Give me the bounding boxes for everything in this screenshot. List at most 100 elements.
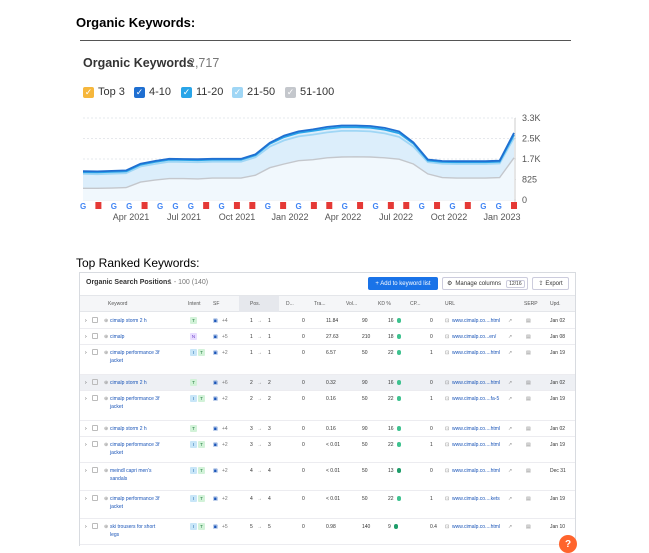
legend-item[interactable]: ✓ Top 3: [83, 86, 125, 98]
url-link[interactable]: www.cimalp.co....fa-5: [452, 396, 500, 402]
row-checkbox[interactable]: [92, 495, 98, 501]
serp-feature-count[interactable]: +5: [222, 334, 228, 340]
serp-feature-count[interactable]: +2: [222, 468, 228, 474]
expand-chevron-icon[interactable]: ›: [85, 380, 87, 386]
row-checkbox[interactable]: [92, 317, 98, 323]
external-link-icon[interactable]: ↗: [508, 496, 513, 502]
external-link-icon[interactable]: ↗: [508, 468, 513, 474]
export-button[interactable]: ⇪ Export: [532, 277, 569, 290]
serp-snapshot-icon[interactable]: ▤: [526, 468, 531, 474]
table-row[interactable]: › ⊕ cimalp performance 3f jacket I T ▣ +2 1 → 1 0 6.…: [80, 345, 575, 375]
row-checkbox[interactable]: [92, 467, 98, 473]
add-keyword-icon[interactable]: ⊕: [104, 334, 109, 340]
add-keyword-icon[interactable]: ⊕: [104, 524, 109, 530]
external-link-icon[interactable]: ↗: [508, 334, 513, 340]
add-keyword-icon[interactable]: ⊕: [104, 426, 109, 432]
table-row[interactable]: › ⊕ cimalp storm 2 h T ▣ +4 1 → 1 0 11.84 90 16 0 ⊡ www…: [80, 313, 575, 329]
keyword-link-line2[interactable]: jacket: [110, 358, 124, 364]
expand-chevron-icon[interactable]: ›: [85, 496, 87, 502]
external-link-icon[interactable]: ↗: [508, 396, 513, 402]
add-keyword-icon[interactable]: ⊕: [104, 380, 109, 386]
serp-feature-count[interactable]: +2: [222, 350, 228, 356]
add-keyword-icon[interactable]: ⊕: [104, 396, 109, 402]
external-link-icon[interactable]: ↗: [508, 318, 513, 324]
url-link[interactable]: www.cimalp.co....html: [452, 524, 501, 530]
external-link-icon[interactable]: ↗: [508, 380, 513, 386]
serp-snapshot-icon[interactable]: ▤: [526, 496, 531, 502]
keyword-link-line2[interactable]: jacket: [110, 450, 124, 456]
expand-chevron-icon[interactable]: ›: [85, 426, 87, 432]
serp-feature-count[interactable]: +6: [222, 380, 228, 386]
column-header[interactable]: CP...: [410, 301, 421, 307]
legend-item[interactable]: ✓ 11-20: [181, 86, 223, 98]
checkbox-icon[interactable]: ✓: [134, 86, 145, 98]
column-header[interactable]: Pos.: [250, 301, 261, 307]
url-link[interactable]: www.cimalp.co....html: [452, 442, 501, 448]
serp-snapshot-icon[interactable]: ▤: [526, 426, 531, 432]
help-button[interactable]: ?: [559, 535, 577, 553]
table-row[interactable]: › ⊕ cimalp performance 3f jacket I T ▣ +2 4 → 4 0 < …: [80, 491, 575, 519]
url-link[interactable]: www.cimalp.co....html: [452, 318, 501, 324]
serp-feature-count[interactable]: +2: [222, 442, 228, 448]
serp-feature-count[interactable]: +5: [222, 524, 228, 530]
keyword-link[interactable]: cimalp performance 3f: [110, 496, 160, 502]
row-checkbox[interactable]: [92, 425, 98, 431]
keyword-link-line2[interactable]: jacket: [110, 404, 124, 410]
add-keyword-icon[interactable]: ⊕: [104, 496, 109, 502]
serp-snapshot-icon[interactable]: ▤: [526, 318, 531, 324]
keyword-link[interactable]: cimalp performance 3f: [110, 396, 160, 402]
row-checkbox[interactable]: [92, 523, 98, 529]
add-keyword-icon[interactable]: ⊕: [104, 318, 109, 324]
table-row[interactable]: › ⊕ cimalp performance 3f jacket I T ▣ +2 2 → 2 0 0.…: [80, 391, 575, 421]
keyword-link[interactable]: cimalp: [110, 334, 125, 340]
url-link[interactable]: www.cimalp.co....html: [452, 380, 501, 386]
add-keyword-icon[interactable]: ⊕: [104, 468, 109, 474]
column-header[interactable]: KD %: [378, 301, 391, 307]
external-link-icon[interactable]: ↗: [508, 350, 513, 356]
row-checkbox[interactable]: [92, 349, 98, 355]
serp-snapshot-icon[interactable]: ▤: [526, 524, 531, 530]
keyword-link[interactable]: cimalp performance 3f: [110, 350, 160, 356]
url-link[interactable]: www.cimalp.co....kets: [452, 496, 500, 502]
legend-item[interactable]: ✓ 4-10: [134, 86, 171, 98]
column-header[interactable]: Keyword: [108, 301, 128, 307]
url-link[interactable]: www.cimalp.co....html: [452, 468, 501, 474]
checkbox-icon[interactable]: ✓: [83, 86, 94, 98]
expand-chevron-icon[interactable]: ›: [85, 524, 87, 530]
expand-chevron-icon[interactable]: ›: [85, 396, 87, 402]
url-link[interactable]: www.cimalp.co....html: [452, 426, 501, 432]
serp-snapshot-icon[interactable]: ▤: [526, 334, 531, 340]
column-header[interactable]: Vol...: [346, 301, 358, 307]
row-checkbox[interactable]: [92, 333, 98, 339]
expand-chevron-icon[interactable]: ›: [85, 318, 87, 324]
checkbox-icon[interactable]: ✓: [232, 86, 243, 98]
table-row[interactable]: › ⊕ ski trousers for short legs I T ▣ +5 5 → 5 0 0.9…: [80, 519, 575, 545]
checkbox-icon[interactable]: ✓: [181, 86, 192, 98]
table-row[interactable]: › ⊕ meindl capri men's sandals I T ▣ +2 4 → 4 0 < 0.…: [80, 463, 575, 491]
row-checkbox[interactable]: [92, 441, 98, 447]
legend-item[interactable]: ✓ 21-50: [232, 86, 275, 98]
expand-chevron-icon[interactable]: ›: [85, 350, 87, 356]
expand-chevron-icon[interactable]: ›: [85, 468, 87, 474]
table-row[interactable]: › ⊕ cimalp storm 2 h T ▣ +6 2 → 2 0 0.32 90 16 0 ⊡ www.…: [80, 375, 575, 391]
serp-snapshot-icon[interactable]: ▤: [526, 380, 531, 386]
keyword-link-line2[interactable]: jacket: [110, 504, 124, 510]
column-header[interactable]: D...: [286, 301, 294, 307]
add-keyword-icon[interactable]: ⊕: [104, 350, 109, 356]
external-link-icon[interactable]: ↗: [508, 442, 513, 448]
keyword-link[interactable]: cimalp storm 2 h: [110, 426, 147, 432]
serp-snapshot-icon[interactable]: ▤: [526, 350, 531, 356]
row-checkbox[interactable]: [92, 395, 98, 401]
checkbox-icon[interactable]: ✓: [285, 86, 296, 98]
add-to-keyword-list-button[interactable]: + Add to keyword list: [368, 277, 438, 290]
serp-feature-count[interactable]: +4: [222, 318, 228, 324]
expand-chevron-icon[interactable]: ›: [85, 442, 87, 448]
serp-snapshot-icon[interactable]: ▤: [526, 396, 531, 402]
serp-feature-count[interactable]: +2: [222, 396, 228, 402]
column-header[interactable]: Upd.: [550, 301, 561, 307]
keyword-link[interactable]: meindl capri men's: [110, 468, 152, 474]
column-header[interactable]: SF: [213, 301, 220, 307]
serp-feature-count[interactable]: +4: [222, 426, 228, 432]
keyword-link[interactable]: cimalp performance 3f: [110, 442, 160, 448]
serp-feature-count[interactable]: +2: [222, 496, 228, 502]
